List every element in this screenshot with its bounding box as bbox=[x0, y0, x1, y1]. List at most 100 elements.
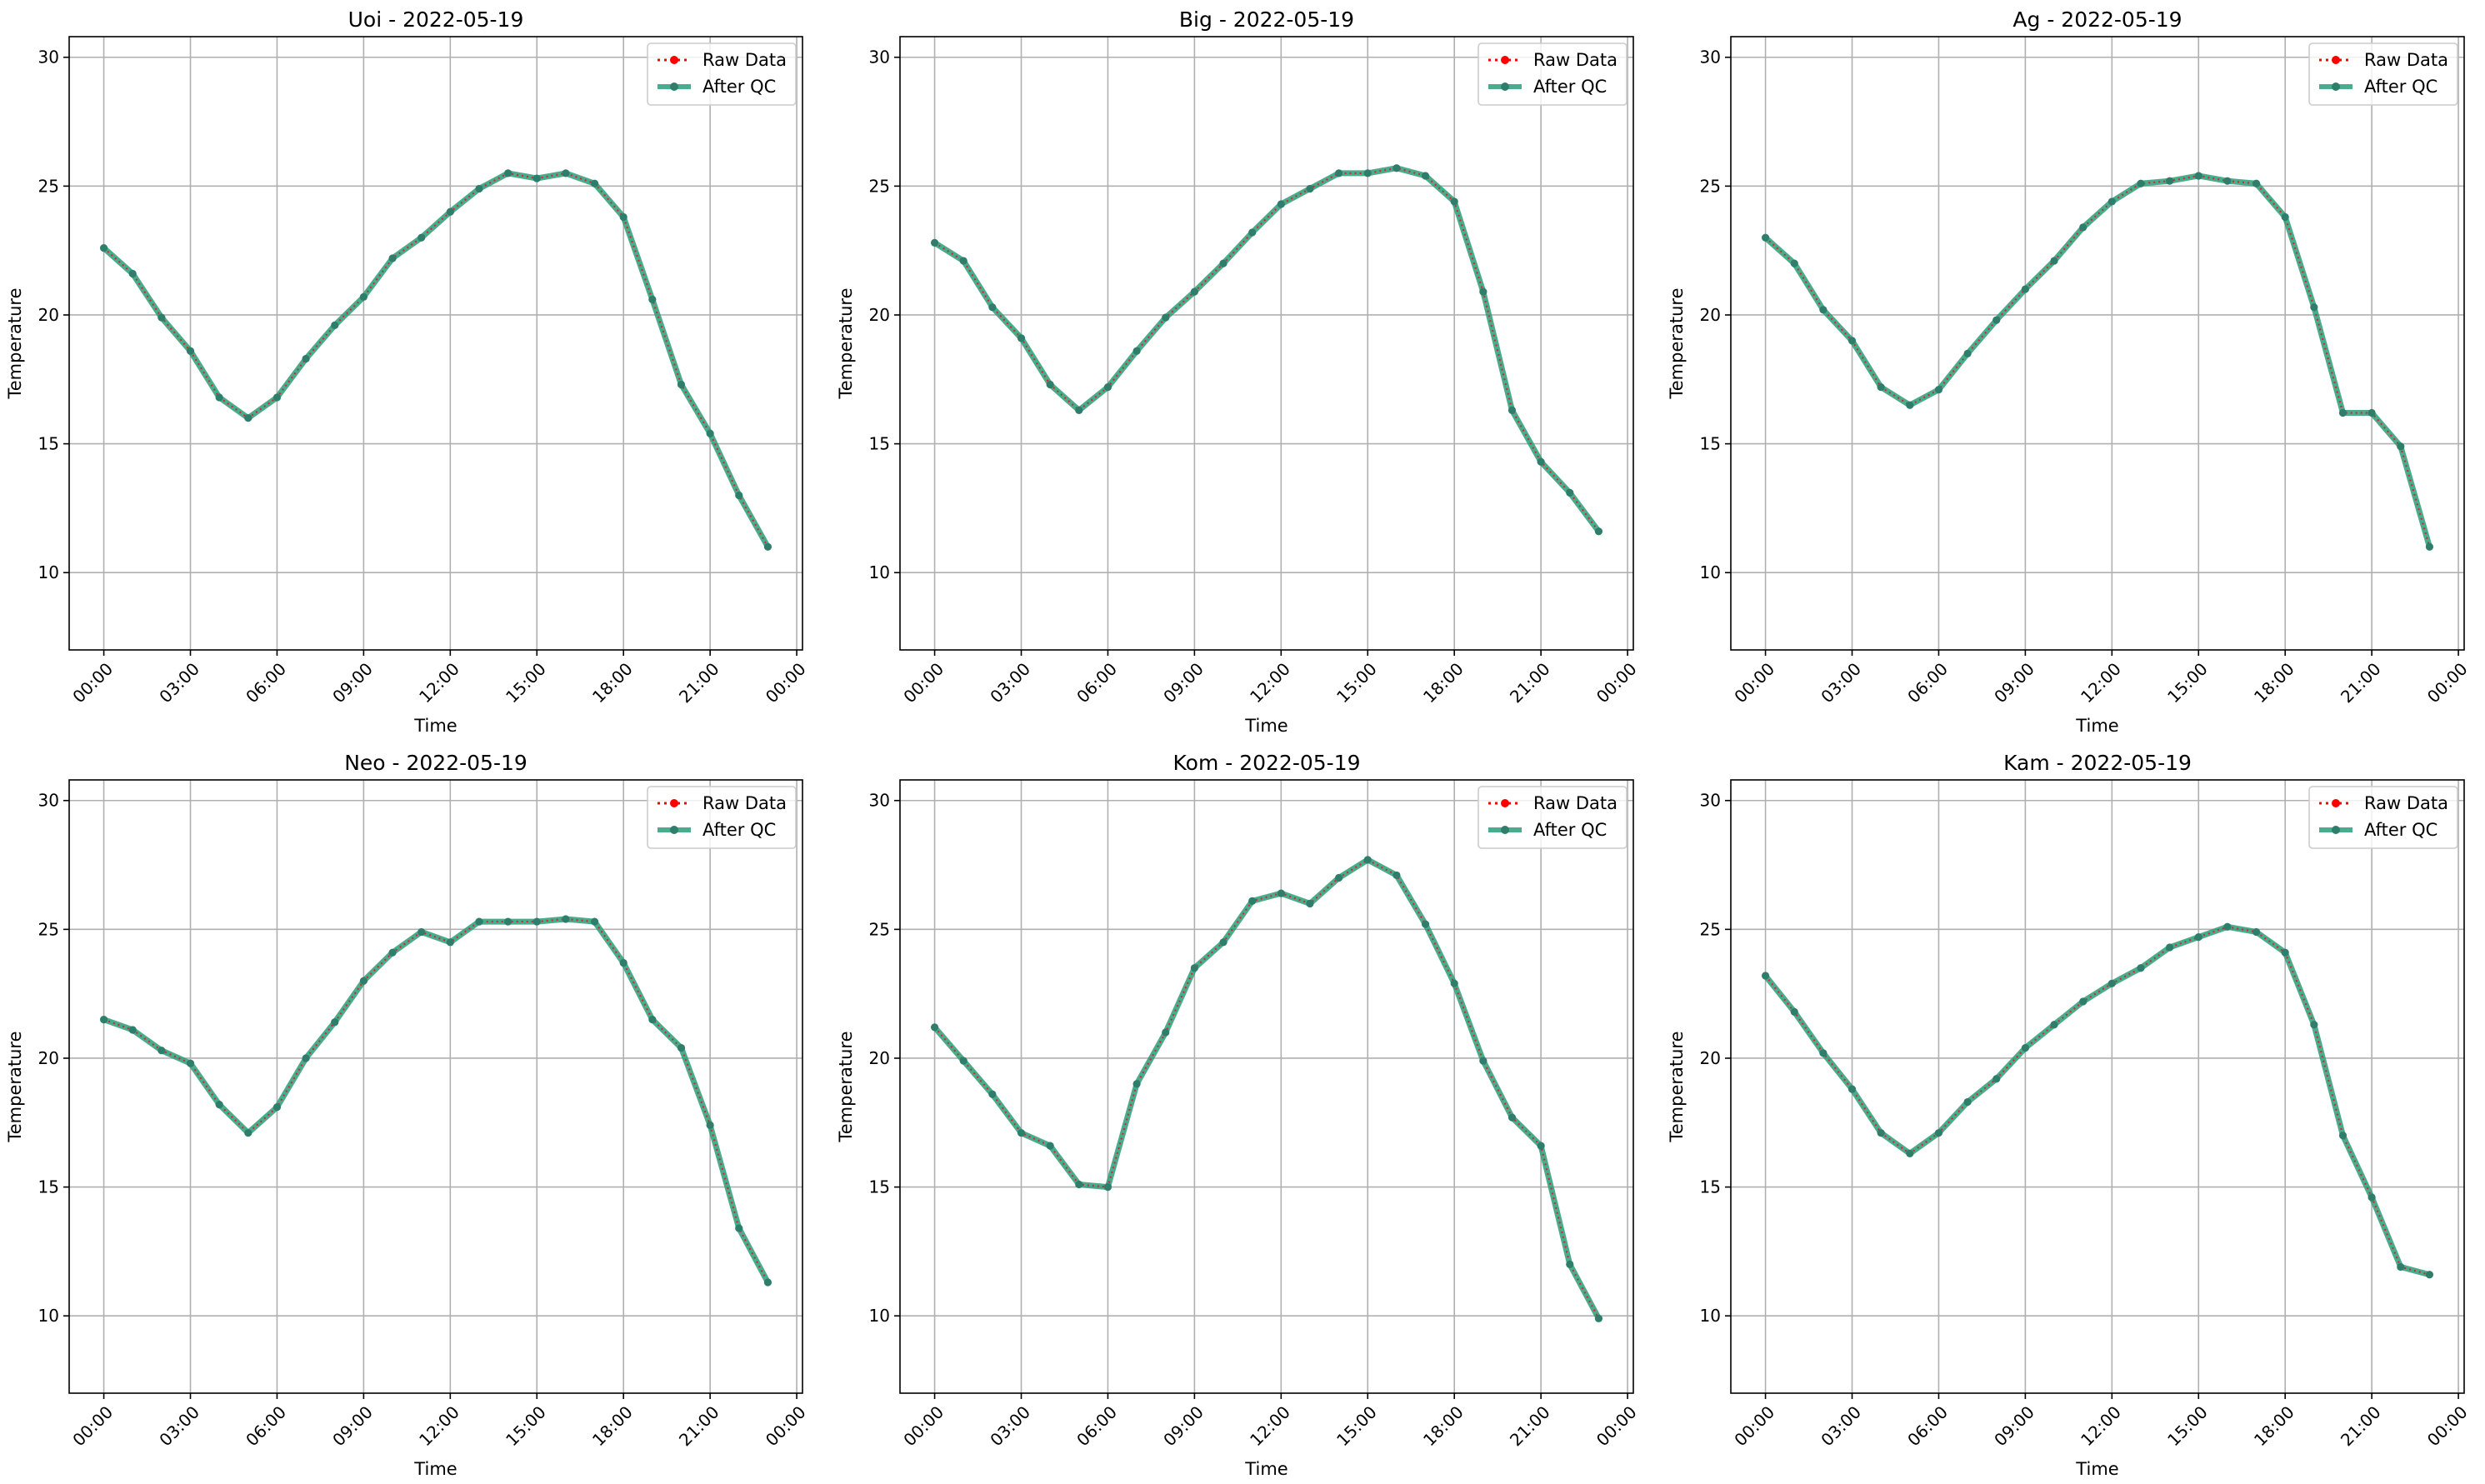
after-qc-point bbox=[1877, 382, 1885, 392]
x-tick-label: 12:00 bbox=[2077, 659, 2125, 707]
x-tick-label: 12:00 bbox=[1246, 1402, 1294, 1451]
after-qc-point bbox=[1103, 1183, 1112, 1192]
series-line-after-qc bbox=[101, 916, 771, 1286]
subplot-6: 10 15 20 25 30 00:00 03:00 06:00 09:00 12:00 15:00… bbox=[1667, 751, 2472, 1479]
after-qc-point bbox=[1306, 184, 1314, 193]
after-qc-point bbox=[272, 1103, 282, 1112]
after-qc-point bbox=[1103, 382, 1112, 392]
after-qc-point bbox=[158, 313, 166, 322]
after-qc-point bbox=[272, 393, 282, 402]
legend-label-after-qc: After QC bbox=[1533, 820, 1607, 840]
after-qc-point bbox=[1906, 1149, 1914, 1158]
subplot-title: Big - 2022-05-19 bbox=[1179, 7, 1354, 32]
x-tick-label: 03:00 bbox=[1817, 1402, 1865, 1451]
after-qc-point bbox=[1277, 889, 1285, 897]
after-qc-point bbox=[930, 1023, 939, 1032]
x-tick-label: 06:00 bbox=[1072, 1402, 1121, 1451]
after-qc-point bbox=[1537, 1142, 1545, 1150]
after-qc-point bbox=[677, 1044, 686, 1052]
series-line-raw-data bbox=[933, 858, 1600, 1319]
after-qc-point bbox=[1566, 488, 1574, 497]
after-qc-point bbox=[302, 354, 310, 363]
legend-label-raw-data: Raw Data bbox=[2364, 50, 2448, 70]
subplot-5: 10 15 20 25 30 00:00 03:00 06:00 09:00 12:00 15:00… bbox=[836, 751, 1641, 1479]
after-qc-point bbox=[1963, 1097, 1972, 1107]
after-qc-point bbox=[1848, 1085, 1857, 1093]
x-tick-label: 00:00 bbox=[1730, 659, 1778, 707]
x-tick-label: 09:00 bbox=[328, 659, 377, 707]
after-qc-point bbox=[2079, 223, 2088, 232]
y-tick-label: 10 bbox=[38, 562, 59, 582]
after-qc-point bbox=[648, 295, 657, 304]
x-tick-label: 00:00 bbox=[2423, 659, 2472, 707]
after-qc-point bbox=[2338, 1132, 2348, 1140]
after-qc-point bbox=[562, 915, 570, 923]
y-axis-label: Temperature bbox=[1667, 287, 1687, 399]
after-qc-point bbox=[763, 542, 772, 551]
legend-label-after-qc: After QC bbox=[2364, 820, 2438, 840]
y-tick-label: 20 bbox=[1700, 305, 1721, 325]
after-qc-point bbox=[2108, 979, 2116, 987]
after-qc-point bbox=[1877, 1129, 1885, 1137]
after-qc-point bbox=[388, 254, 397, 262]
x-tick-label: 12:00 bbox=[415, 659, 463, 707]
legend-label-after-qc: After QC bbox=[2364, 77, 2438, 97]
legend-marker-raw-data bbox=[2332, 799, 2340, 807]
subplot-1: 10 15 20 25 30 00:00 03:00 06:00 09:00 12:00 15:00… bbox=[5, 7, 810, 736]
y-tick-label: 20 bbox=[38, 1048, 59, 1068]
after-qc-point bbox=[1906, 401, 1914, 409]
after-qc-point bbox=[2050, 1021, 2058, 1029]
legend-label-after-qc: After QC bbox=[1533, 77, 1607, 97]
after-qc-point bbox=[1450, 979, 1458, 987]
after-qc-point bbox=[1046, 1142, 1054, 1150]
x-tick-label: 00:00 bbox=[1730, 1402, 1778, 1451]
y-tick-label: 15 bbox=[869, 434, 890, 454]
after-qc-point bbox=[504, 917, 512, 926]
after-qc-point bbox=[1790, 259, 1798, 267]
after-qc-point bbox=[959, 257, 968, 265]
after-qc-point bbox=[2021, 285, 2029, 293]
after-qc-point bbox=[158, 1047, 166, 1055]
after-qc-point bbox=[388, 948, 397, 957]
after-qc-point bbox=[1392, 871, 1401, 880]
x-tick-label: 03:00 bbox=[986, 659, 1034, 707]
axes-background bbox=[69, 780, 802, 1393]
after-qc-point bbox=[1392, 164, 1401, 172]
y-tick-label: 25 bbox=[38, 176, 59, 196]
legend-label-raw-data: Raw Data bbox=[2364, 793, 2448, 813]
after-qc-point bbox=[590, 179, 599, 187]
after-qc-point bbox=[2166, 943, 2174, 952]
after-qc-point bbox=[959, 1057, 968, 1065]
after-qc-point bbox=[215, 1101, 223, 1109]
after-qc-point bbox=[2252, 179, 2261, 187]
y-tick-label: 25 bbox=[1700, 176, 1721, 196]
legend-label-raw-data: Raw Data bbox=[1533, 793, 1618, 813]
after-qc-point bbox=[677, 380, 686, 389]
after-qc-point bbox=[2079, 997, 2088, 1006]
after-qc-point bbox=[99, 1015, 108, 1024]
series-line-raw-data bbox=[102, 172, 769, 547]
x-tick-label: 15:00 bbox=[2163, 659, 2212, 707]
y-tick-label: 10 bbox=[869, 562, 890, 582]
after-qc-point bbox=[1190, 287, 1198, 296]
x-tick-label: 12:00 bbox=[415, 1402, 463, 1451]
x-tick-label: 21:00 bbox=[1506, 1402, 1554, 1451]
after-qc-point bbox=[2050, 257, 2058, 265]
y-axis-label: Temperature bbox=[5, 1031, 25, 1142]
after-qc-point bbox=[1335, 873, 1343, 882]
after-qc-point bbox=[735, 491, 743, 500]
after-qc-point bbox=[532, 917, 541, 926]
y-tick-label: 20 bbox=[38, 305, 59, 325]
after-qc-point bbox=[1132, 347, 1141, 355]
x-tick-label: 09:00 bbox=[1990, 659, 2038, 707]
series-line-raw-data bbox=[1764, 926, 2430, 1276]
after-qc-point bbox=[1819, 306, 1828, 314]
y-tick-label: 10 bbox=[38, 1306, 59, 1326]
x-tick-label: 03:00 bbox=[155, 1402, 203, 1451]
x-tick-label: 00:00 bbox=[68, 1402, 117, 1451]
y-axis-label: Temperature bbox=[5, 287, 25, 399]
after-qc-point bbox=[1479, 287, 1488, 296]
after-qc-point bbox=[418, 233, 426, 242]
after-qc-point bbox=[1335, 169, 1343, 177]
after-qc-point bbox=[2338, 408, 2348, 417]
